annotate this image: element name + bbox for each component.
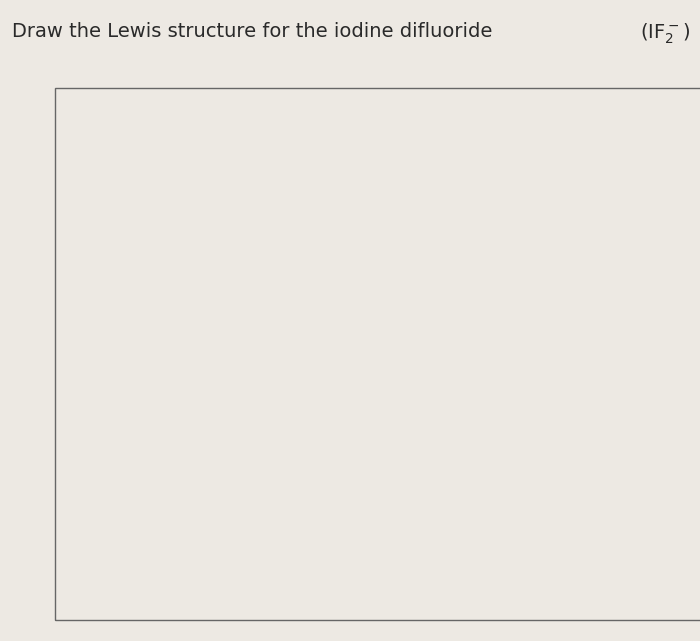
Text: $\left(\mathrm{IF_2^-}\right)$: $\left(\mathrm{IF_2^-}\right)$: [640, 22, 690, 47]
Bar: [55, 88, 700, 620]
Text: Draw the Lewis structure for the iodine difluoride: Draw the Lewis structure for the iodine …: [12, 22, 498, 41]
